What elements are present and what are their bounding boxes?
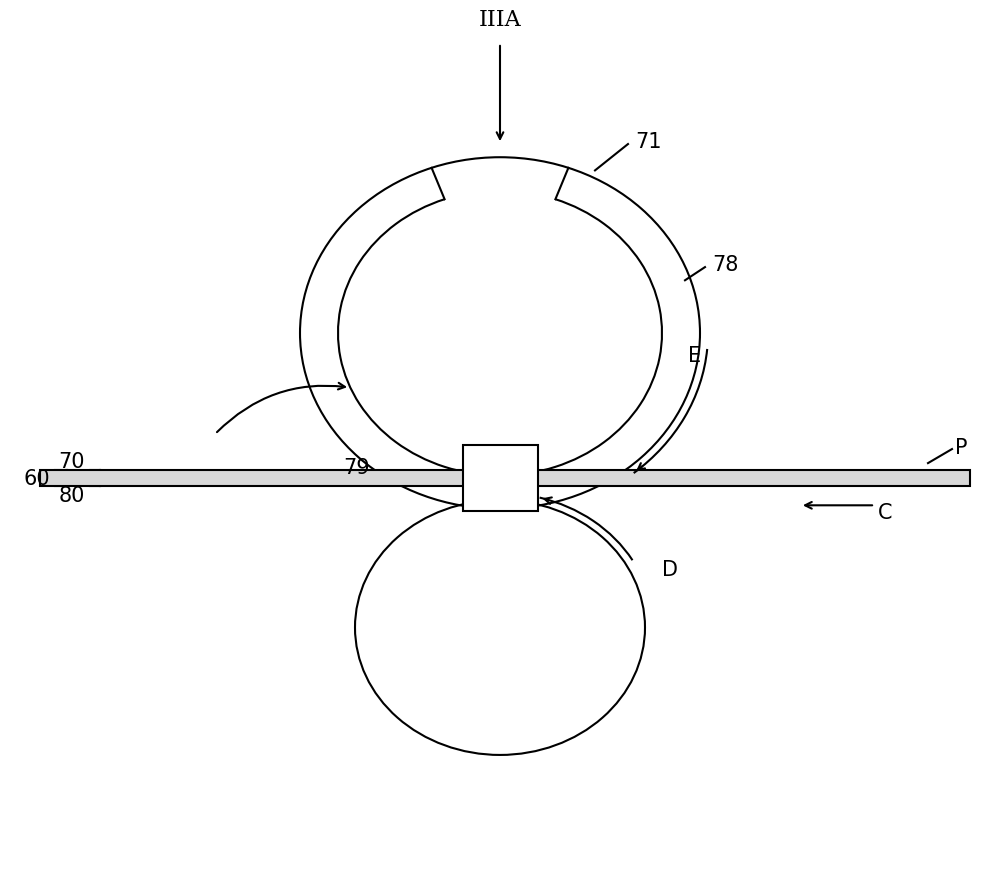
Text: 60: 60 (23, 469, 50, 488)
Text: 78: 78 (712, 255, 738, 275)
Text: E: E (688, 346, 701, 365)
Bar (462, 445, 538, 511)
Text: P: P (955, 438, 968, 457)
Text: IIIA: IIIA (479, 9, 521, 31)
Text: D: D (662, 559, 678, 579)
Bar (40, 471, 970, 486)
Text: 80: 80 (59, 486, 85, 505)
Text: 70: 70 (58, 452, 85, 471)
Text: C: C (878, 502, 893, 522)
Text: N: N (492, 471, 508, 491)
Text: 79: 79 (343, 457, 370, 477)
Text: 71: 71 (635, 133, 662, 152)
